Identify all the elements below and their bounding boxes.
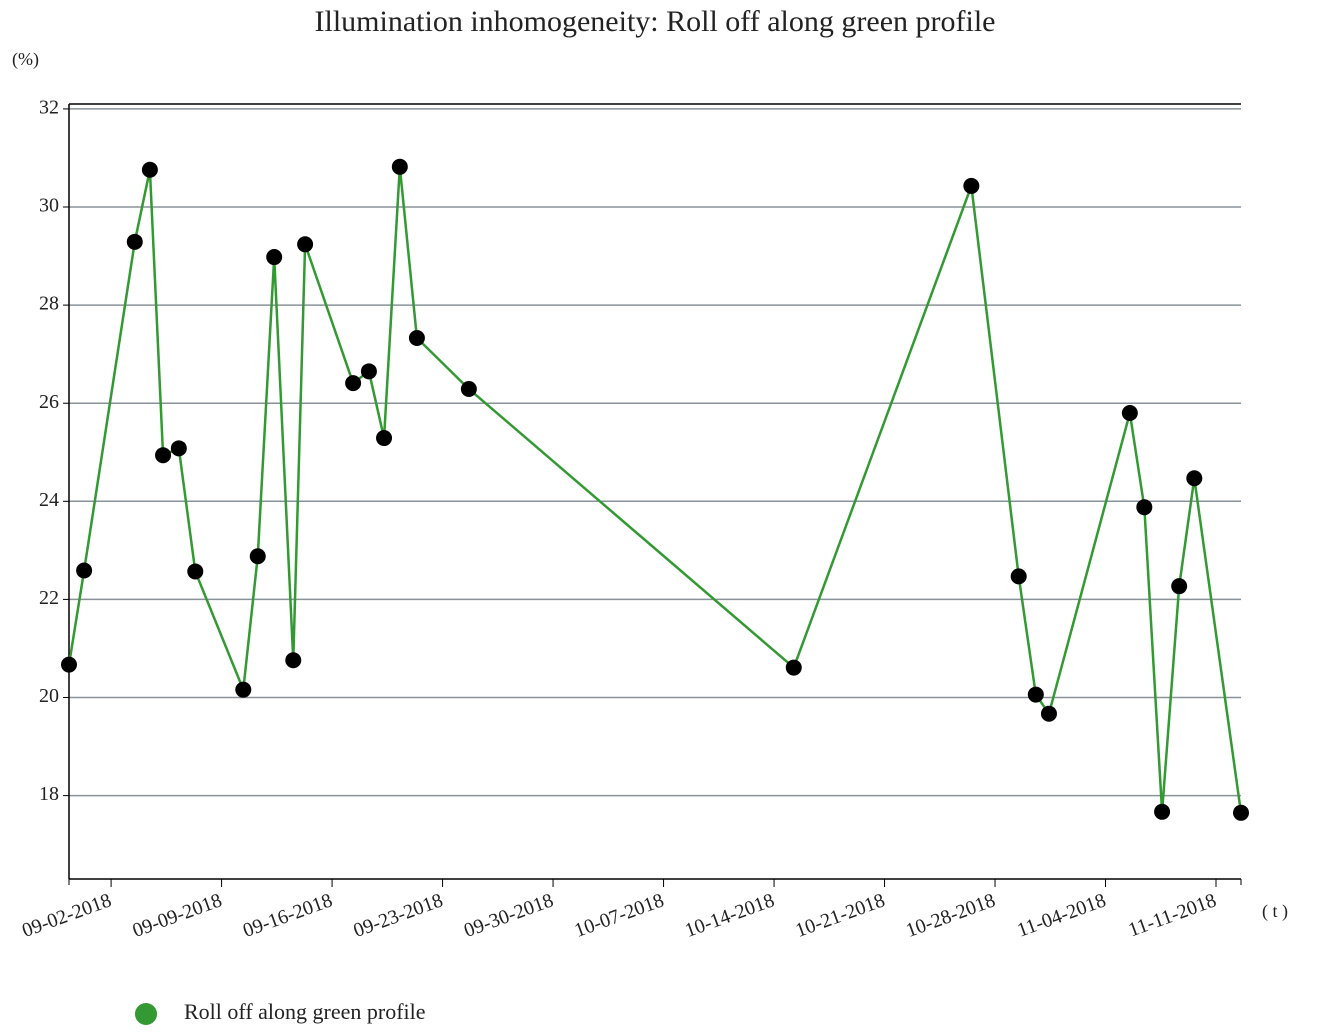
y-tick-label: 18 xyxy=(39,783,59,805)
data-point xyxy=(408,329,425,346)
x-tick-label: 10-28-2018 xyxy=(903,889,998,942)
data-point xyxy=(360,363,377,380)
data-point xyxy=(460,380,477,397)
data-point xyxy=(285,652,302,669)
data-point xyxy=(155,447,172,464)
data-point xyxy=(1121,405,1138,422)
data-point xyxy=(391,158,408,175)
x-tick-label: 10-21-2018 xyxy=(793,889,888,942)
data-point xyxy=(297,236,314,253)
x-tick-label: 11-11-2018 xyxy=(1125,889,1219,941)
y-tick-label: 30 xyxy=(39,195,59,217)
data-point xyxy=(1171,578,1188,595)
data-point xyxy=(1040,705,1057,722)
data-point xyxy=(235,681,252,698)
y-tick-label: 20 xyxy=(39,685,59,707)
data-point xyxy=(963,177,980,194)
x-tick-label: 09-02-2018 xyxy=(19,889,114,942)
y-tick-label: 28 xyxy=(39,293,59,315)
chart-title: Illumination inhomogeneity: Roll off alo… xyxy=(315,5,996,38)
data-point xyxy=(187,563,204,580)
data-point xyxy=(170,440,187,457)
legend-label: Roll off along green profile xyxy=(184,999,426,1024)
x-tick-label: 10-14-2018 xyxy=(682,889,777,942)
x-tick-label: 09-09-2018 xyxy=(130,889,225,942)
data-point xyxy=(345,375,362,392)
series-line xyxy=(67,166,1243,813)
data-point xyxy=(1136,499,1153,516)
data-point xyxy=(1027,686,1044,703)
y-tick-label: 24 xyxy=(39,489,59,511)
data-point xyxy=(1186,470,1203,487)
data-point xyxy=(61,656,77,673)
y-tick-label: 32 xyxy=(39,96,59,118)
data-point xyxy=(266,249,283,266)
data-point xyxy=(76,562,93,579)
data-point xyxy=(785,659,802,676)
x-tick-label: 09-30-2018 xyxy=(461,889,556,942)
x-tick-label: 10-07-2018 xyxy=(572,889,667,942)
data-point xyxy=(141,161,158,178)
data-point xyxy=(1233,804,1249,821)
y-axis-label: (%) xyxy=(12,49,39,70)
x-tick-label: 09-16-2018 xyxy=(240,889,335,942)
data-point xyxy=(1010,568,1027,585)
x-axis-label: ( t ) xyxy=(1262,901,1288,922)
data-point xyxy=(126,233,143,250)
y-tick-label: 22 xyxy=(39,587,59,609)
data-point xyxy=(1154,803,1171,820)
data-point xyxy=(249,548,266,565)
data-point xyxy=(376,430,393,447)
x-tick-label: 11-04-2018 xyxy=(1014,889,1109,941)
legend-marker xyxy=(135,1003,157,1025)
x-tick-label: 09-23-2018 xyxy=(351,889,446,942)
y-tick-label: 26 xyxy=(39,391,59,413)
